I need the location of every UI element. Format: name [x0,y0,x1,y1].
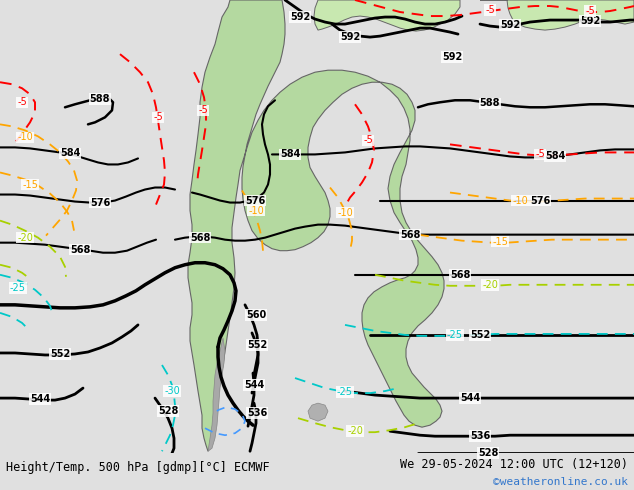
Text: 552: 552 [470,330,490,340]
Polygon shape [208,338,225,451]
Text: -15: -15 [492,237,508,246]
Text: 536: 536 [247,408,267,418]
Text: 536: 536 [470,431,490,441]
Text: 544: 544 [30,394,50,404]
Text: ©weatheronline.co.uk: ©weatheronline.co.uk [493,477,628,487]
Text: -20: -20 [347,426,363,436]
Polygon shape [188,0,444,451]
Text: -5: -5 [535,149,545,159]
Polygon shape [314,0,460,31]
Text: 544: 544 [460,393,480,403]
Text: 568: 568 [450,270,470,280]
Text: 528: 528 [158,406,178,416]
Text: -25: -25 [337,387,353,397]
Text: -20: -20 [17,233,33,243]
Text: 588: 588 [480,98,500,108]
Text: -5: -5 [198,105,208,115]
Text: 592: 592 [580,16,600,26]
Text: -5: -5 [17,98,27,107]
Text: 544: 544 [244,380,264,390]
Text: -10: -10 [17,132,33,143]
Text: 592: 592 [500,20,520,30]
Text: 568: 568 [70,245,90,255]
Polygon shape [480,0,634,30]
Text: 592: 592 [290,12,310,22]
Polygon shape [308,403,328,421]
Text: -30: -30 [164,386,180,396]
Text: 568: 568 [400,230,420,240]
Text: 552: 552 [50,349,70,359]
Text: 528: 528 [478,448,498,458]
Text: 584: 584 [60,148,80,158]
Text: 576: 576 [245,196,265,205]
Text: -25: -25 [10,283,26,293]
Text: -10: -10 [512,196,528,205]
Text: -5: -5 [363,135,373,146]
Text: 584: 584 [280,149,300,159]
Text: 552: 552 [247,340,267,350]
Text: 576: 576 [530,196,550,205]
Text: -5: -5 [153,112,163,122]
Text: 560: 560 [246,310,266,320]
Text: -10: -10 [248,206,264,216]
Text: 576: 576 [90,197,110,208]
Text: -20: -20 [482,280,498,290]
Text: 584: 584 [545,151,565,161]
Text: -15: -15 [22,179,38,190]
Text: We 29-05-2024 12:00 UTC (12+120): We 29-05-2024 12:00 UTC (12+120) [399,458,628,471]
Text: 588: 588 [90,94,110,104]
Text: -5: -5 [585,6,595,16]
Text: -5: -5 [485,5,495,15]
Text: 568: 568 [190,233,210,243]
Text: 592: 592 [442,52,462,62]
Text: Height/Temp. 500 hPa [gdmp][°C] ECMWF: Height/Temp. 500 hPa [gdmp][°C] ECMWF [6,462,270,474]
Text: -10: -10 [337,208,353,218]
Text: 592: 592 [340,32,360,42]
Text: -25: -25 [447,330,463,340]
